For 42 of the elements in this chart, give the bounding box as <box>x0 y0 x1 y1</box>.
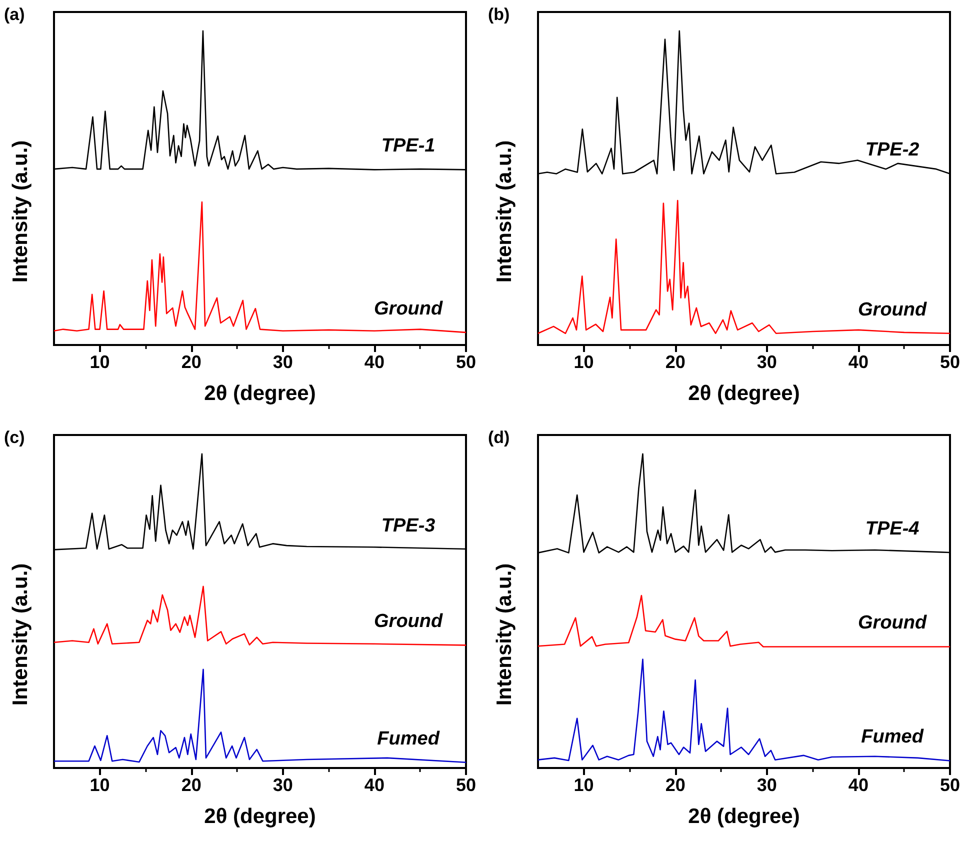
text: (d) <box>488 428 510 447</box>
x-tick-label: 40 <box>848 775 868 795</box>
series-label: Fumed <box>861 726 924 748</box>
x-tick-label: 10 <box>90 775 110 795</box>
x-tick-label: 10 <box>90 352 110 372</box>
series-label: Fumed <box>377 728 440 750</box>
x-tick-label: 30 <box>756 352 777 372</box>
series-label: Ground <box>858 299 928 320</box>
x-tick-label: 50 <box>940 352 960 372</box>
x-tick-label: 40 <box>364 775 384 795</box>
x-tick-label: 10 <box>574 352 594 372</box>
series-label: TPE-2 <box>865 140 920 161</box>
series-label: TPE-3 <box>381 516 436 537</box>
x-tick-label: 20 <box>665 352 686 372</box>
x-tick-label: 40 <box>848 352 868 372</box>
x-tick-label: 20 <box>181 775 202 795</box>
x-tick-label: 50 <box>456 775 476 795</box>
y-axis-title: Intensity (a.u.) <box>493 140 516 283</box>
text: (a) <box>4 5 25 24</box>
series-label: TPE-4 <box>865 518 920 540</box>
series-label: TPE-1 <box>381 136 436 157</box>
y-axis-title: Intensity (a.u.) <box>9 140 32 283</box>
x-tick-label: 10 <box>574 775 594 795</box>
x-axis-title: 2θ (degree) <box>204 382 316 405</box>
x-axis-title: 2θ (degree) <box>204 805 316 828</box>
text: (b) <box>488 5 510 24</box>
x-axis-title: 2θ (degree) <box>688 382 800 405</box>
x-tick-label: 20 <box>181 352 202 372</box>
x-tick-label: 50 <box>456 352 476 372</box>
x-tick-label: 50 <box>940 775 960 795</box>
x-tick-label: 30 <box>756 775 777 795</box>
x-tick-label: 30 <box>272 775 293 795</box>
y-axis-title: Intensity (a.u.) <box>493 563 516 706</box>
series-label: Ground <box>374 298 444 320</box>
series-label: Ground <box>374 611 444 632</box>
series-label: Ground <box>858 612 928 634</box>
x-tick-label: 30 <box>272 352 293 372</box>
text: (c) <box>4 428 25 447</box>
y-axis-title: Intensity (a.u.) <box>9 563 32 706</box>
x-tick-label: 20 <box>665 775 686 795</box>
x-tick-label: 40 <box>364 352 384 372</box>
x-axis-title: 2θ (degree) <box>688 805 800 828</box>
